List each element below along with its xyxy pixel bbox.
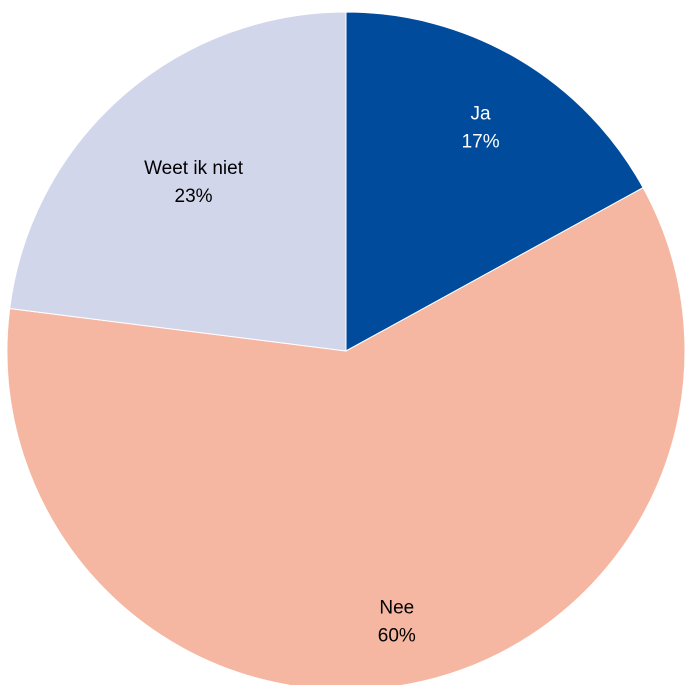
slice-percent-label: 60% (378, 625, 416, 646)
slice-percent-label: 17% (462, 131, 500, 152)
slice-labels: Ja 17% Nee 60% Weet ik niet 23% (144, 103, 500, 646)
pie-slices (6, 11, 685, 685)
pie-slice-weet-ik-niet (9, 11, 347, 352)
pie-slice-nee (6, 187, 685, 685)
slice-label: Nee (379, 597, 414, 618)
pie-slice-ja (345, 11, 644, 352)
slice-percent-label: 23% (175, 186, 213, 207)
slice-label: Ja (471, 103, 492, 124)
slice-label: Weet ik niet (144, 158, 244, 179)
